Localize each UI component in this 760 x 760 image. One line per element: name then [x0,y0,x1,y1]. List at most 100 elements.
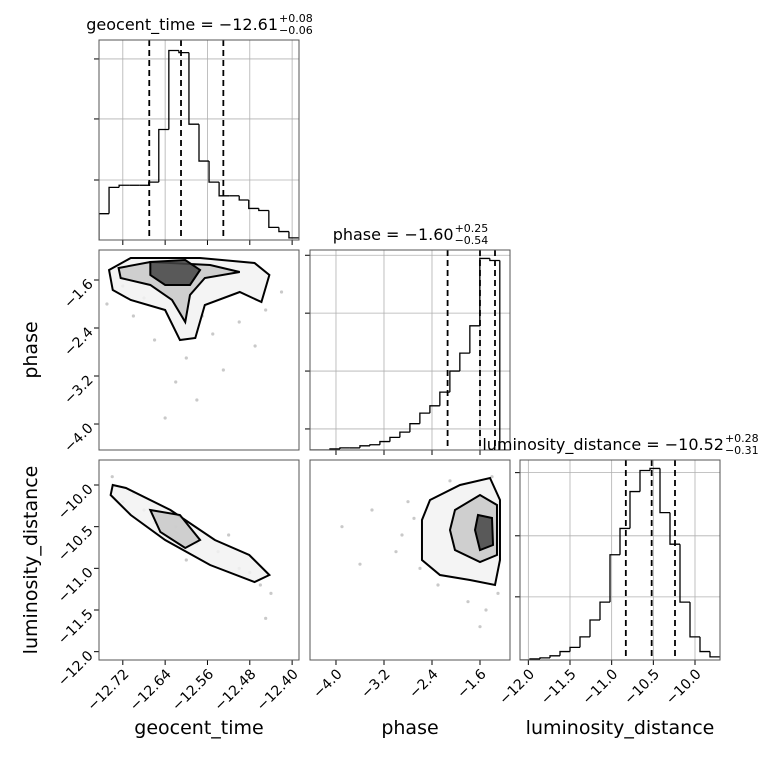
x-tick-label: −12.40 [254,666,302,714]
title-upper-error: +0.28 [725,432,759,445]
histogram-step [459,352,470,372]
histogram-step [559,650,570,656]
y-tick-label: −12.0 [55,648,97,690]
x-tick-label: −12.72 [85,666,133,714]
histogram-step [278,227,289,233]
histogram-step [599,601,610,620]
plot-area [310,250,510,450]
sample-point [400,533,404,537]
x-axis-label: phase [381,717,438,739]
histogram-step [178,50,189,54]
histogram-step [659,468,670,514]
histogram-step [238,195,249,201]
histogram-step [218,182,230,197]
x-tick-label: −12.48 [211,666,259,714]
histogram-step [429,405,440,414]
panel: −1.6 −2.4 −3.2 −4.0 phase [20,249,300,456]
histogram-step [699,636,710,653]
histogram-step [649,467,660,471]
sample-point [340,525,344,529]
panel: −12.0 −11.5 −11.0 −10.5 −10.0 luminosity_dist… [482,432,758,739]
contour-line [148,508,202,550]
x-axis-label: geocent_time [134,717,263,739]
title-lower-error: −0.06 [279,24,313,37]
panel-title: geocent_time = −12.61 [86,15,278,35]
histogram-step [669,512,680,545]
histogram-step [449,370,460,393]
histogram-step [609,554,620,603]
sample-point [131,314,135,318]
histogram-step [118,184,130,188]
histogram-step [208,161,220,183]
sample-point [418,566,422,570]
sample-point [279,290,284,294]
x-tick-label: −11.5 [538,666,580,708]
x-tick-label: −10.0 [663,666,705,708]
histogram-step [589,619,600,637]
panel-title: luminosity_distance = −10.52 [482,435,724,455]
histogram-step [579,636,590,648]
sample-point [264,616,268,620]
sample-point [221,368,225,372]
histogram-step [248,200,259,210]
plot-area [340,475,501,629]
sample-point [484,608,488,612]
y-axis-label: phase [20,321,42,378]
histogram-step [389,436,400,442]
y-tick-label: −4.0 [61,420,96,455]
y-tick-label: −10.5 [55,523,97,565]
axes-frame [98,459,300,661]
sample-point [394,550,398,554]
y-tick-label: −3.2 [61,372,96,407]
histogram-step [258,208,269,212]
histogram-step [268,210,279,229]
sample-point [412,516,416,520]
histogram-step [168,49,179,130]
histogram-step [369,444,380,446]
x-tick-label: −11.0 [580,666,622,708]
sample-point [466,600,470,604]
x-tick-label: −2.4 [406,666,441,701]
sample-point [110,475,114,479]
axes-frame [98,39,300,241]
sample-point [496,591,500,595]
histogram-step [489,258,500,262]
histogram-step [709,651,720,658]
sample-point [269,591,273,595]
sample-point [211,332,215,336]
title-upper-error: +0.25 [455,222,489,235]
histogram-step [359,445,370,448]
sample-point [253,344,257,348]
sample-point [195,398,199,402]
sample-point [490,475,494,479]
histogram-step [198,124,210,162]
x-tick-label: −10.5 [621,666,663,708]
histogram-step [108,186,120,214]
panel: geocent_time = −12.61 +0.08−0.06 [86,12,313,245]
histogram-step [629,490,640,529]
histogram-step [419,412,430,424]
panel: phase = −1.60 +0.25−0.54 [305,222,511,455]
x-tick-label: −3.2 [358,666,393,701]
histogram-step [99,213,110,240]
histogram-step [469,325,480,354]
histogram-step [689,602,700,638]
y-tick-label: −11.0 [55,565,97,607]
sample-point [436,583,440,587]
histogram-step [339,447,350,449]
sample-point [258,583,262,587]
plot-area [109,475,273,620]
x-tick-label: −1.6 [454,666,489,701]
histogram-step [569,646,580,652]
y-axis-label: luminosity_distance [20,466,42,655]
y-tick-label: −1.6 [61,276,96,311]
axes-frame [309,249,511,451]
axes-frame [309,459,511,661]
sample-point [358,562,362,566]
plot-area [520,460,720,660]
plot-area [99,40,299,240]
x-tick-label: −12.64 [127,666,175,714]
sample-point [152,338,157,342]
